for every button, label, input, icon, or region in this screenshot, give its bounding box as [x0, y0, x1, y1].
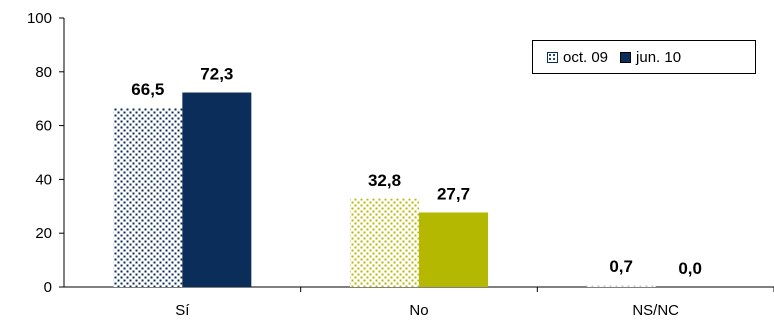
data-label: 72,3	[200, 65, 233, 84]
data-label: 27,7	[437, 184, 470, 203]
legend: oct. 09 jun. 10	[532, 40, 756, 74]
bar	[350, 198, 419, 287]
x-tick-label: Sí	[175, 302, 190, 319]
y-tick-label: 60	[35, 118, 52, 135]
x-tick-label: No	[409, 302, 428, 319]
legend-item-jun: jun. 10	[620, 49, 681, 66]
bar	[182, 92, 252, 287]
y-tick-label: 100	[27, 10, 52, 27]
data-label: 66,5	[131, 80, 164, 99]
axes: 0 20 40 60 80 100 Sí No NS/NC	[27, 10, 774, 319]
y-tick-label: 20	[35, 225, 52, 242]
y-tick-label: 80	[35, 64, 52, 81]
data-label: 0,7	[609, 257, 633, 276]
bar	[113, 108, 183, 288]
legend-label-oct: oct. 09	[563, 48, 609, 66]
y-tick-label: 0	[44, 279, 52, 296]
legend-item-oct: oct. 09	[547, 49, 608, 66]
data-label: 0,0	[678, 259, 702, 278]
bar	[586, 285, 656, 287]
y-tick-label: 40	[35, 171, 52, 188]
legend-swatch-jun	[620, 51, 632, 63]
data-labels: 66,5 72,3 32,8 27,7 0,7 0,0	[131, 65, 702, 278]
bar	[419, 212, 488, 287]
legend-swatch-oct	[547, 51, 558, 63]
x-tick-label: NS/NC	[632, 302, 679, 319]
legend-label-jun: jun. 10	[636, 48, 682, 66]
data-label: 32,8	[368, 171, 401, 190]
bars	[113, 92, 656, 288]
